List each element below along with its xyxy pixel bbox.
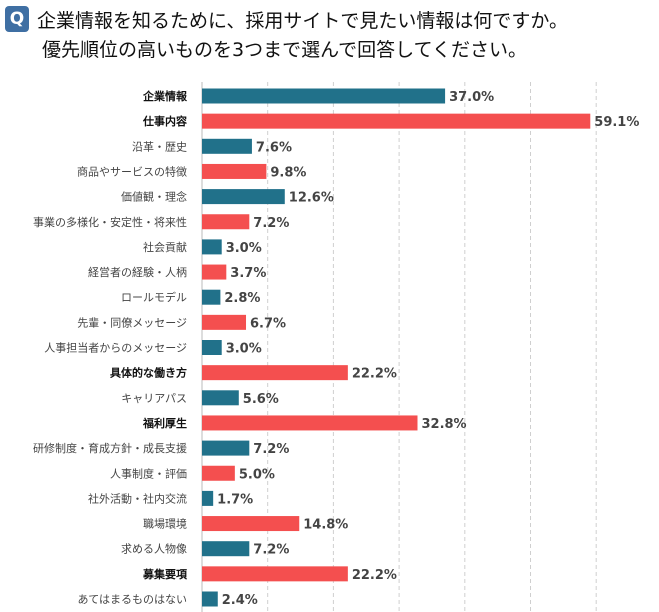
- data-label: 3.0%: [226, 241, 262, 256]
- data-label: 9.8%: [270, 165, 306, 180]
- data-label: 32.8%: [421, 417, 466, 432]
- bar: [202, 113, 591, 129]
- category-label: 先輩・同僚メッセージ: [77, 315, 187, 329]
- category-label: 人事担当者からのメッセージ: [44, 341, 187, 355]
- data-label: 3.0%: [226, 342, 262, 357]
- category-label: 商品やサービスの特徴: [77, 164, 187, 178]
- question-title-line2: 優先順位の高いものを3つまで選んで回答してください。: [42, 39, 527, 61]
- data-label: 59.1%: [594, 115, 639, 130]
- category-label: 具体的な働き方: [110, 366, 187, 380]
- data-label: 5.0%: [239, 467, 275, 482]
- data-label: 22.2%: [352, 367, 397, 382]
- data-label: 22.2%: [352, 568, 397, 583]
- data-label: 7.2%: [253, 216, 289, 231]
- category-label: ロールモデル: [121, 290, 187, 304]
- category-label: あてはまるものはない: [77, 593, 187, 606]
- category-label: 職場環境: [143, 517, 187, 531]
- data-label: 7.2%: [253, 543, 289, 558]
- data-label: 12.6%: [289, 191, 334, 206]
- bar: [202, 314, 247, 330]
- bar: [202, 516, 300, 532]
- bar: [202, 390, 239, 406]
- category-label: 社会貢献: [143, 240, 187, 254]
- data-label: 37.0%: [449, 90, 494, 105]
- bar: [202, 264, 227, 280]
- bar: [202, 440, 250, 456]
- data-label: 3.7%: [230, 266, 266, 281]
- data-label: 5.6%: [243, 392, 279, 407]
- bar: [202, 163, 267, 179]
- bar: [202, 138, 252, 154]
- bar: [202, 541, 250, 557]
- category-label: 募集要項: [142, 567, 188, 581]
- bar: [202, 415, 418, 431]
- category-label: 価値観・理念: [121, 190, 187, 204]
- bar: [202, 465, 235, 481]
- data-label: 6.7%: [250, 316, 286, 331]
- bar: [202, 88, 446, 104]
- data-label: 14.8%: [303, 518, 348, 533]
- bar: [202, 490, 214, 506]
- data-label: 2.4%: [222, 593, 258, 608]
- data-label: 7.2%: [253, 442, 289, 457]
- category-label: 福利厚生: [142, 416, 187, 430]
- bar: [202, 566, 348, 582]
- category-label: 求める人物像: [121, 542, 187, 556]
- bar: [202, 189, 285, 205]
- category-label: キャリアパス: [121, 392, 187, 405]
- bar: [202, 289, 221, 305]
- bar: [202, 214, 250, 230]
- bar: [202, 591, 218, 607]
- data-label: 1.7%: [217, 492, 253, 507]
- question-badge: Q: [5, 6, 29, 32]
- category-label: 研修制度・育成方針・成長支援: [33, 441, 187, 455]
- question-title-line1: 企業情報を知るために、採用サイトで見たい情報は何ですか。: [37, 10, 569, 32]
- bar: [202, 365, 348, 381]
- category-label: 仕事内容: [142, 114, 187, 128]
- category-label: 人事制度・評価: [110, 466, 187, 480]
- bar: [202, 239, 222, 255]
- category-label: 経営者の経験・人柄: [88, 265, 187, 279]
- bar: [202, 340, 222, 355]
- category-label: 沿革・歴史: [132, 139, 187, 153]
- category-label: 社外活動・社内交流: [88, 491, 187, 505]
- category-label: 企業情報: [142, 89, 188, 103]
- category-label: 事業の多様化・安定性・将来性: [33, 215, 187, 229]
- data-label: 7.6%: [256, 140, 292, 155]
- data-label: 2.8%: [224, 291, 260, 306]
